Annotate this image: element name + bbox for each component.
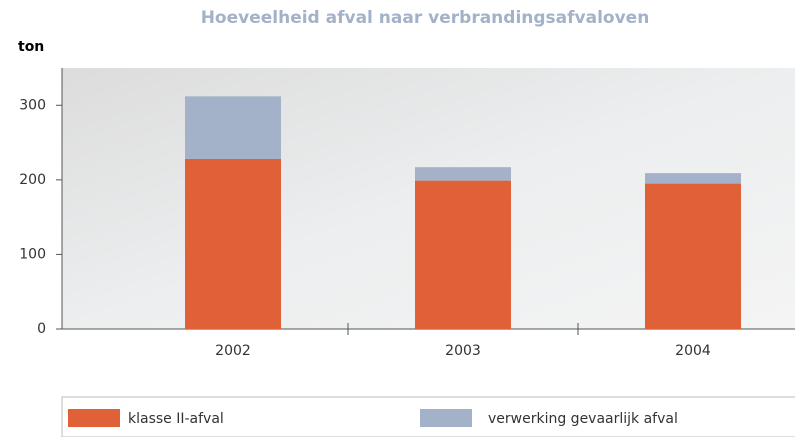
- bar-segment: [645, 184, 741, 329]
- y-tick-label: 0: [37, 321, 46, 337]
- legend-label: klasse II-afval: [128, 411, 224, 427]
- legend-swatch: [68, 409, 120, 427]
- bar-segment: [415, 167, 511, 180]
- x-tick-label: 2004: [675, 343, 711, 359]
- x-tick-label: 2002: [215, 343, 251, 359]
- legend-swatch: [420, 409, 472, 427]
- chart-title: Hoeveelheid afval naar verbrandingsafval…: [201, 8, 650, 28]
- y-tick-label: 100: [19, 246, 46, 262]
- x-tick-label: 2003: [445, 343, 481, 359]
- y-axis-label: ton: [18, 39, 44, 55]
- bar-segment: [645, 173, 741, 183]
- bar-segment: [415, 181, 511, 329]
- bar-segment: [185, 96, 281, 159]
- chart: Hoeveelheid afval naar verbrandingsafval…: [0, 0, 795, 437]
- y-tick-label: 200: [19, 172, 46, 188]
- legend-label: verwerking gevaarlijk afval: [488, 411, 678, 427]
- y-tick-label: 300: [19, 97, 46, 113]
- bar-segment: [185, 159, 281, 329]
